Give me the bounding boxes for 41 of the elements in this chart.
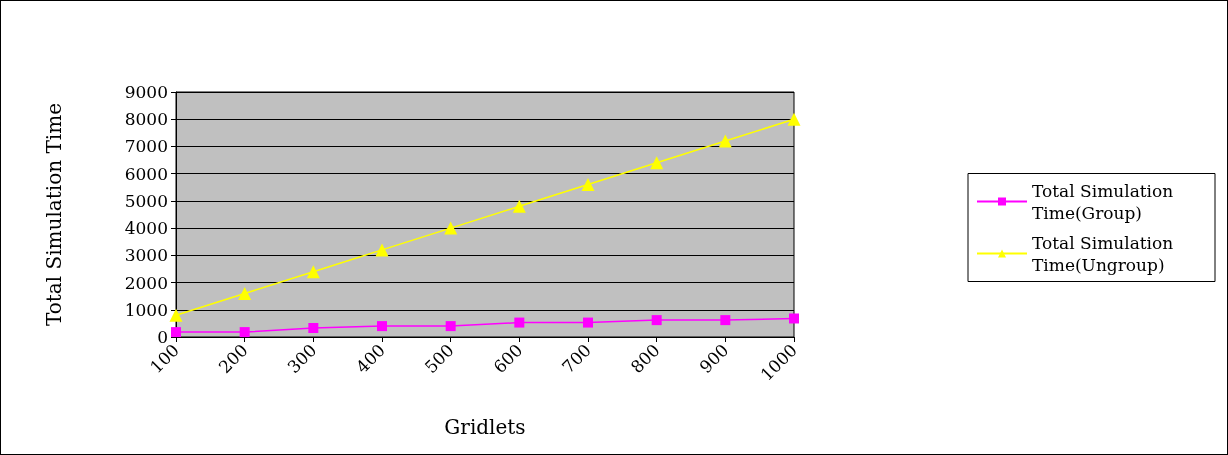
point — [651, 315, 662, 326]
y-tick-label: 1000 — [124, 299, 168, 320]
point — [718, 134, 732, 148]
y-tick-label: 6000 — [124, 163, 168, 184]
x-tick-label: 600 — [489, 339, 527, 377]
point — [445, 321, 456, 332]
y-tick-label: 2000 — [124, 272, 168, 293]
y-tick-label: 8000 — [124, 109, 168, 130]
point — [238, 286, 252, 300]
point — [306, 265, 320, 279]
point — [169, 308, 183, 322]
legend-label: Total Simulation Time(Ungroup) — [1032, 232, 1179, 275]
x-axis-title: Gridlets — [444, 415, 526, 439]
point — [787, 112, 801, 126]
point — [650, 156, 664, 170]
point — [514, 317, 525, 328]
point — [239, 327, 250, 338]
point — [789, 313, 799, 324]
y-tick-label: 3000 — [124, 245, 168, 266]
point — [171, 327, 181, 338]
x-tick-label: 300 — [283, 339, 321, 377]
point — [583, 317, 593, 328]
point — [720, 315, 731, 326]
y-tick-label: 7000 — [124, 136, 168, 157]
x-tick-label: 700 — [558, 339, 596, 377]
x-tick-label: 500 — [420, 339, 458, 377]
y-tick-label: 5000 — [124, 190, 168, 211]
point — [512, 199, 526, 213]
x-tick-label: 900 — [695, 339, 733, 377]
point — [308, 323, 319, 334]
y-tick-label: 0 — [157, 327, 168, 347]
y-axis-title: Total Simulation Time — [42, 102, 66, 327]
x-tick-label: 800 — [626, 339, 664, 377]
point — [375, 243, 389, 257]
legend-label: Total Simulation Time(Group) — [1032, 180, 1179, 223]
point — [581, 178, 595, 192]
x-tick-label: 400 — [352, 339, 390, 377]
point — [377, 321, 387, 332]
y-tick-label: 9000 — [124, 82, 168, 102]
point — [444, 221, 458, 235]
y-tick-label: 4000 — [124, 218, 168, 239]
